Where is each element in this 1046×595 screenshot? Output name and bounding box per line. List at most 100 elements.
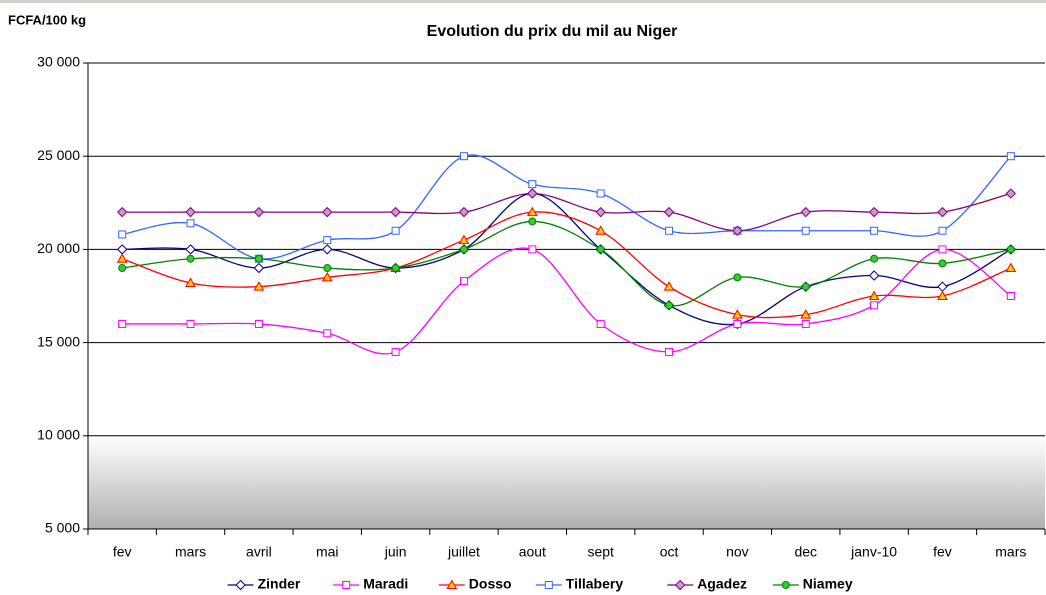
- marker: [868, 290, 880, 300]
- marker: [937, 290, 948, 300]
- series-line: [122, 192, 1012, 326]
- plot-shade: [88, 436, 1045, 529]
- series-line: [122, 192, 1011, 232]
- marker: [870, 254, 879, 263]
- marker: [254, 319, 263, 328]
- marker: [235, 579, 246, 591]
- marker: [938, 226, 947, 235]
- y-tick-label: 5 000: [45, 520, 80, 536]
- marker: [186, 254, 195, 263]
- y-tick-label: 20 000: [37, 240, 80, 256]
- marker: [544, 581, 553, 589]
- marker: [800, 206, 811, 218]
- legend-label: Niamey: [803, 576, 853, 592]
- marker: [254, 254, 263, 263]
- marker: [390, 206, 401, 218]
- marker: [732, 309, 743, 319]
- marker: [937, 206, 948, 218]
- marker: [185, 244, 196, 255]
- chart-title: Evolution du prix du mil au Niger: [427, 23, 678, 40]
- marker: [322, 206, 333, 218]
- marker: [458, 206, 470, 218]
- legend-label: Agadez: [697, 576, 747, 592]
- marker: [321, 271, 333, 282]
- marker: [527, 188, 538, 199]
- marker: [528, 180, 537, 189]
- x-tick-label: mars: [995, 544, 1026, 560]
- marker: [118, 230, 127, 239]
- marker: [800, 309, 812, 319]
- marker: [596, 245, 605, 254]
- marker: [116, 253, 128, 263]
- marker: [937, 281, 948, 292]
- marker: [595, 225, 607, 235]
- marker: [781, 581, 790, 589]
- marker: [674, 579, 686, 591]
- marker: [459, 245, 468, 254]
- marker: [732, 225, 743, 236]
- marker: [1005, 262, 1017, 273]
- marker: [663, 206, 675, 218]
- legend-label: Dosso: [469, 576, 512, 592]
- marker: [323, 329, 332, 338]
- marker: [663, 281, 675, 291]
- x-tick-label: dec: [794, 544, 817, 560]
- marker: [868, 270, 880, 281]
- x-tick-label: nov: [726, 544, 749, 560]
- x-tick-label: avril: [246, 544, 272, 560]
- marker: [733, 273, 742, 282]
- x-tick-label: aout: [519, 544, 546, 560]
- marker: [458, 234, 470, 245]
- marker: [596, 189, 605, 198]
- marker: [116, 206, 128, 218]
- marker: [118, 319, 127, 328]
- series-line: [122, 154, 1012, 260]
- series-line: [121, 211, 1012, 319]
- y-tick-label: 15 000: [37, 333, 80, 349]
- marker: [253, 281, 265, 291]
- marker: [186, 319, 195, 328]
- marker: [938, 245, 947, 254]
- x-tick-label: juillet: [447, 544, 480, 560]
- marker: [801, 282, 810, 291]
- marker: [323, 264, 332, 273]
- x-tick-label: fev: [933, 544, 952, 560]
- marker: [391, 347, 400, 356]
- top-border: [0, 0, 1046, 3]
- marker: [1006, 152, 1015, 161]
- x-tick-label: mars: [175, 544, 206, 560]
- x-tick-label: oct: [660, 544, 679, 560]
- series-line: [122, 247, 1012, 355]
- marker: [938, 259, 947, 268]
- marker: [1006, 245, 1015, 254]
- marker: [391, 226, 400, 235]
- marker: [801, 226, 810, 235]
- marker: [596, 319, 605, 328]
- y-axis-label: FCFA/100 kg: [8, 12, 86, 27]
- marker: [459, 152, 468, 161]
- marker: [118, 264, 127, 273]
- marker: [870, 226, 879, 235]
- x-tick-label: juin: [384, 544, 407, 560]
- marker: [526, 206, 538, 217]
- marker: [665, 301, 674, 310]
- marker: [868, 206, 880, 218]
- x-tick-label: sept: [587, 544, 614, 560]
- marker: [186, 219, 195, 228]
- legend-label: Maradi: [363, 576, 408, 592]
- marker: [1006, 292, 1015, 300]
- marker: [665, 347, 674, 356]
- x-tick-label: mai: [316, 544, 339, 560]
- marker: [322, 244, 333, 255]
- marker: [323, 236, 332, 245]
- marker: [595, 206, 606, 218]
- legend-label: Tillabery: [566, 576, 624, 592]
- marker: [870, 301, 879, 310]
- marker: [1005, 188, 1017, 199]
- marker: [185, 277, 196, 287]
- x-tick-label: fev: [113, 544, 132, 560]
- marker: [116, 244, 128, 255]
- marker: [342, 581, 351, 589]
- marker: [801, 319, 810, 328]
